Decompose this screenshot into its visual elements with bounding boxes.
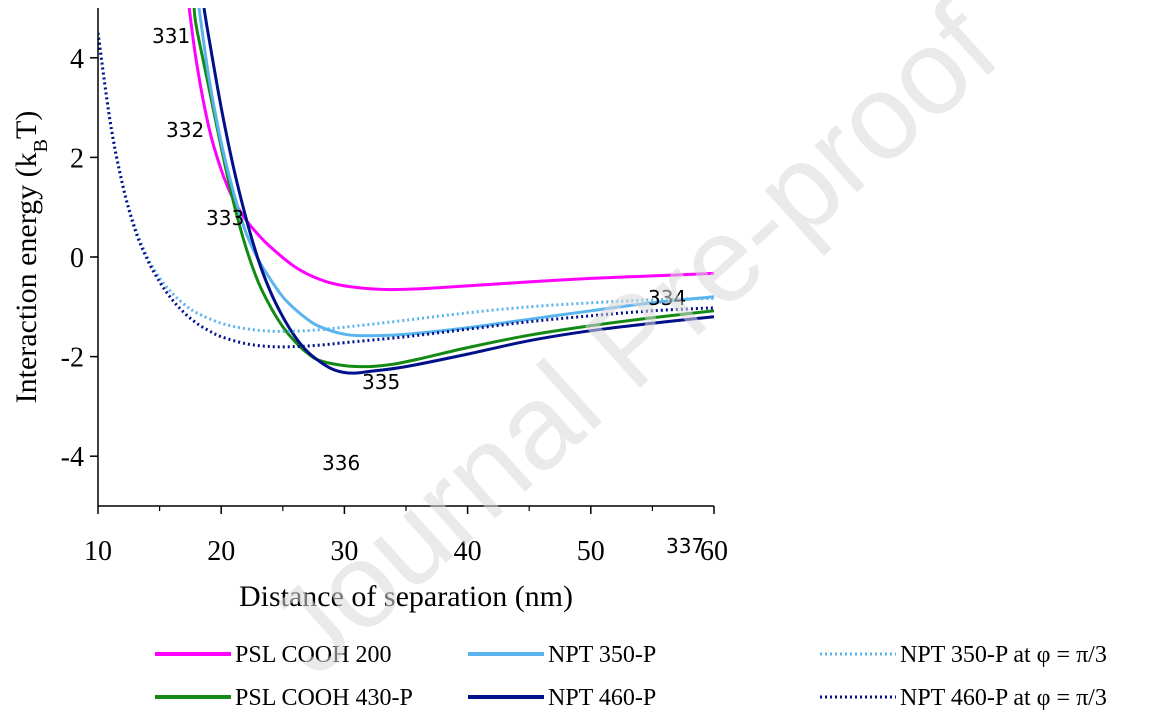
watermark: Journal Pre-proof — [243, 0, 1022, 700]
x-tick-label: 40 — [454, 536, 482, 567]
legend-label: PSL COOH 200 — [235, 642, 391, 668]
line-number: 331 — [152, 24, 190, 48]
y-tick-label: -2 — [61, 343, 84, 374]
legend-label: NPT 460-P at φ = π/3 — [900, 685, 1107, 711]
series-line-0 — [187, 8, 714, 292]
y-axis-title-main: Interaction energy (k — [10, 152, 43, 403]
x-tick-label: 30 — [330, 536, 358, 567]
line-number: 337 — [666, 534, 704, 558]
legend-label: NPT 460-P — [548, 685, 656, 711]
y-axis-title: Interaction energy (kBT) — [10, 111, 52, 404]
y-tick-label: 4 — [70, 44, 84, 75]
y-tick-label: 2 — [70, 143, 84, 174]
x-tick-label: 20 — [207, 536, 235, 567]
y-tick-label: -4 — [61, 442, 84, 473]
line-numbers: 331 332 333 334 335 336 337 — [152, 24, 704, 558]
y-axis-title-subscript: B — [30, 139, 52, 152]
series-line-3 — [202, 8, 714, 375]
series-line-5 — [98, 32, 714, 349]
x-tick-label: 60 — [700, 536, 728, 567]
line-number: 334 — [648, 286, 686, 310]
line-number: 333 — [206, 206, 244, 230]
legend-label: PSL COOH 430-P — [235, 685, 413, 711]
line-number: 332 — [166, 118, 204, 142]
line-number: 336 — [322, 451, 360, 475]
line-number: 335 — [362, 370, 400, 394]
y-axis-title-end: T) — [10, 111, 43, 139]
series-group — [98, 8, 714, 375]
x-tick-label: 50 — [577, 536, 605, 567]
legend: PSL COOH 200 PSL COOH 430-P NPT 350-P NPT 4… — [155, 642, 1107, 711]
x-axis-title: Distance of separation (nm) — [239, 580, 573, 613]
x-tick-label: 10 — [84, 536, 112, 567]
y-tick-label: 0 — [70, 243, 84, 274]
legend-label: NPT 350-P — [548, 642, 656, 668]
series-line-2 — [197, 8, 714, 338]
legend-label: NPT 350-P at φ = π/3 — [900, 642, 1107, 668]
plot-area — [98, 8, 714, 375]
